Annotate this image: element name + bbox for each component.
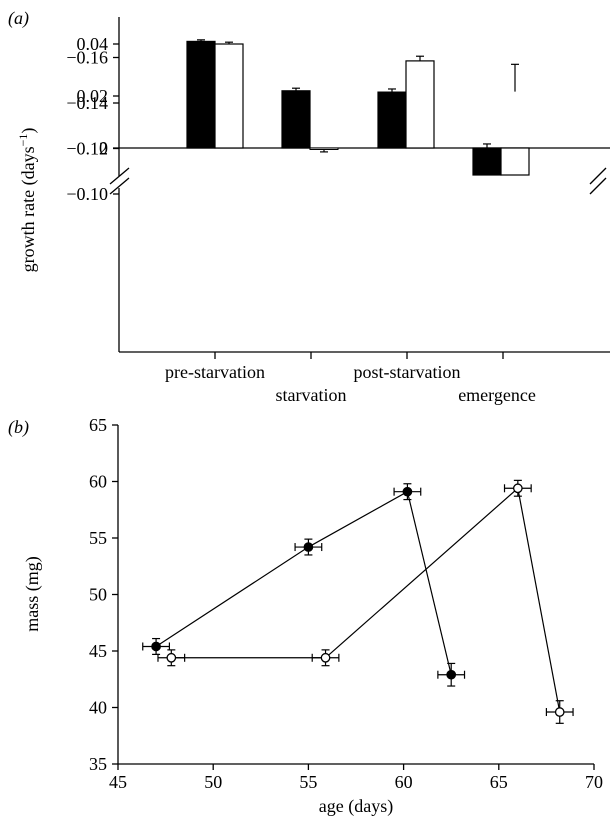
y-tick-label: 0.02: [77, 86, 109, 106]
y-tick-label: 40: [89, 698, 107, 718]
panel-a-axes: [109, 17, 610, 359]
y-tick-label: 65: [89, 415, 107, 435]
bar: [309, 147, 339, 150]
category-label: starvation: [276, 385, 347, 405]
series-line: [155, 490, 452, 675]
panel-b-label: (b): [8, 417, 29, 438]
x-tick-label: 45: [109, 772, 127, 792]
x-tick-label: 70: [585, 772, 603, 792]
open-point: [166, 652, 177, 663]
bar: [214, 43, 244, 149]
axis-break-mark-left: [109, 167, 130, 185]
series-line: [171, 487, 561, 713]
y-tick-label: 0.04: [77, 34, 109, 54]
filled-point: [151, 641, 161, 652]
panel-b-ticks: 35 40 45 50 55 60 65 45 50 55 60 65 70: [89, 415, 603, 792]
panel-b-y-axis-label: mass (mg): [22, 556, 43, 632]
category-label: pre-starvation: [165, 362, 265, 382]
y-tick-label: −0.16: [66, 48, 108, 68]
panel-a-y-axis-label: growth rate (days−1): [16, 128, 39, 273]
y-tick-label: −0.10: [66, 184, 108, 204]
axis-break-mark-right: [589, 177, 607, 195]
panel-a-bars: [186, 39, 530, 176]
y-tick-label: −0.14: [66, 93, 108, 113]
open-point: [512, 483, 523, 494]
panel-a-yticks: 0.04 0.02 0 −0.10 −0.12 −0.14 −0.16: [66, 34, 119, 204]
x-tick-label: 55: [299, 772, 317, 792]
category-label: post-starvation: [354, 362, 461, 382]
x-tick-label: 50: [204, 772, 222, 792]
filled-point: [446, 669, 457, 680]
panel-b-x-axis-label: age (days): [319, 796, 393, 817]
panel-b-series-lines: [155, 487, 561, 713]
x-tick-label: 65: [490, 772, 508, 792]
panel-a-categories: pre-starvation starvation post-starvation e…: [165, 362, 536, 405]
bar: [281, 90, 311, 149]
y-tick-label: −0.12: [66, 139, 108, 159]
panel-a: (a) 0.04 0.02 0 −0.10 −0.12 −0.14 −0.16 pre-st…: [8, 8, 610, 405]
y-tick-label: 55: [89, 528, 107, 548]
axis-break-mark-left: [109, 177, 130, 195]
y-tick-label: 50: [89, 585, 107, 605]
x-tick-label: 60: [395, 772, 413, 792]
bar-upper-part: [500, 147, 530, 176]
bar: [186, 40, 216, 149]
open-point: [554, 707, 565, 717]
y-tick-label: 35: [89, 754, 107, 774]
y-tick-label: 45: [89, 641, 107, 661]
panel-b: (b) 35 40 45 50 55 60 65 45 50 55 60 65 70 age (days…: [8, 415, 603, 817]
bar: [377, 91, 407, 149]
y-tick-label: 60: [89, 472, 107, 492]
y-tick-label: 0: [99, 138, 108, 158]
filled-point: [303, 542, 314, 552]
bar: [405, 60, 435, 149]
open-point: [320, 652, 331, 663]
panel-b-points: [142, 479, 574, 724]
panel-a-label: (a): [8, 8, 29, 29]
panel-b-axes: [117, 425, 594, 765]
axis-break-mark-right: [589, 167, 607, 185]
category-label: emergence: [458, 385, 536, 405]
filled-point: [402, 486, 413, 497]
